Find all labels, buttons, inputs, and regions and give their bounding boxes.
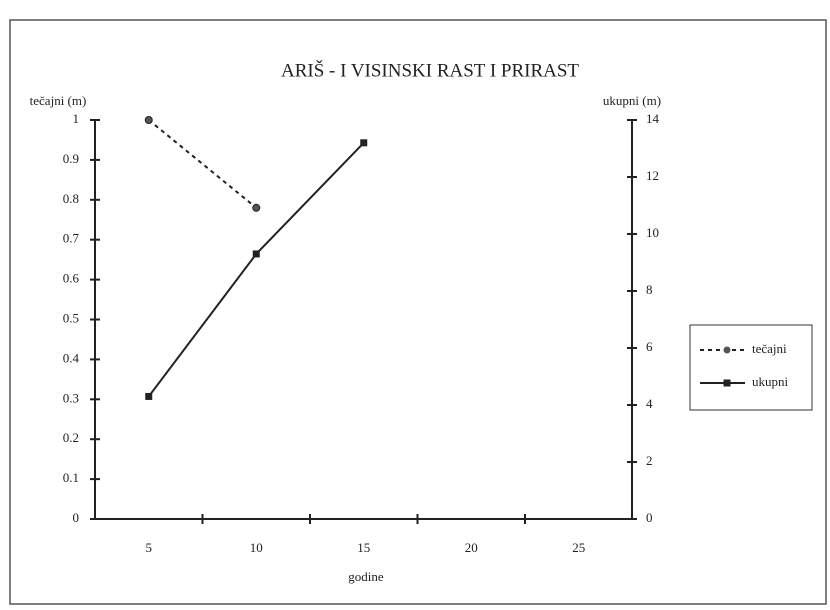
legend-marker [723, 379, 731, 387]
y-tick-label: 1 [73, 111, 80, 126]
point [145, 392, 153, 400]
legend-box [689, 324, 813, 411]
x-axis-label: godine [348, 569, 384, 584]
y-tick-label: 0.8 [63, 191, 79, 206]
x-tick-label: 10 [250, 540, 263, 555]
y2-axis-label: ukupni (m) [603, 93, 661, 108]
y2-tick-label: 12 [646, 168, 659, 183]
y2-tick-label: 6 [646, 339, 653, 354]
y-tick-label: 0.3 [63, 390, 79, 405]
frame [9, 19, 827, 605]
legend-label: tečajni [752, 341, 787, 356]
y2-tick-label: 8 [646, 282, 653, 297]
x-tick-label: 5 [146, 540, 153, 555]
y-tick-label: 0.4 [63, 350, 80, 365]
legend-marker [723, 346, 731, 354]
point [252, 250, 260, 258]
point [252, 203, 261, 212]
y-tick-label: 0.5 [63, 310, 79, 325]
series-line [148, 119, 257, 209]
x-tick-label: 15 [357, 540, 370, 555]
y2-tick-label: 0 [646, 510, 653, 525]
y-tick-label: 0.9 [63, 151, 79, 166]
y-tick-label: 0.7 [63, 231, 80, 246]
x-tick-label: 20 [465, 540, 478, 555]
chart-title: ARIŠ - I VISINSKI RAST I PRIRAST [281, 59, 579, 81]
y2-tick-label: 2 [646, 453, 653, 468]
y2-tick-label: 14 [646, 111, 660, 126]
y2-tick-label: 4 [646, 396, 653, 411]
y-tick-label: 0.6 [63, 271, 80, 286]
series-line [147, 142, 365, 398]
legend-label: ukupni [752, 374, 789, 389]
y2-tick-label: 10 [646, 225, 659, 240]
y-tick-label: 0 [73, 510, 80, 525]
y-axis-label: tečajni (m) [30, 93, 87, 108]
point [360, 139, 368, 147]
y-tick-label: 0.2 [63, 430, 79, 445]
point [144, 116, 153, 124]
x-tick-label: 25 [572, 540, 585, 555]
y-tick-label: 0.1 [63, 470, 79, 485]
